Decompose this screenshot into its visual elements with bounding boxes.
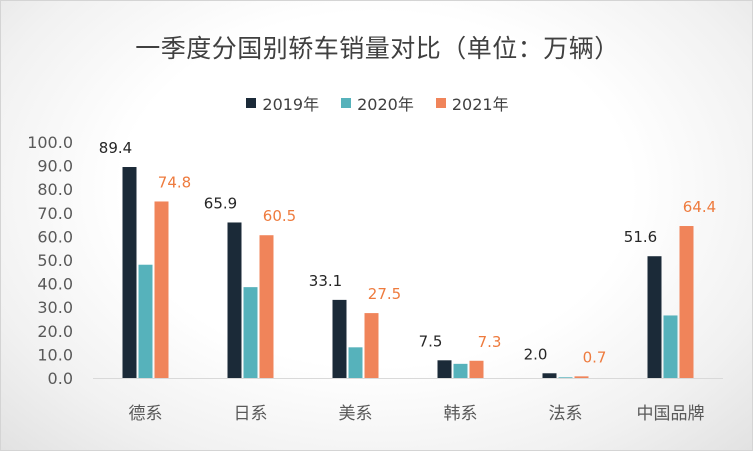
bar-2021年-德系 [154,201,169,378]
data-label: 7.5 [419,332,443,350]
legend-label-2019: 2019年 [262,95,320,114]
bar-2020年-美系 [348,347,363,378]
bar-2021年-日系 [259,235,274,378]
bar-2019年-德系 [122,167,137,378]
bar-2020年-法系 [558,377,573,378]
bar-2021年-美系 [364,313,379,378]
x-tick-label: 法系 [549,404,583,424]
x-tick-label: 德系 [129,404,163,424]
x-tick-label: 中国品牌 [637,404,705,424]
data-label: 65.9 [204,194,237,212]
bar-2020年-中国品牌 [663,315,678,378]
bar-2019年-法系 [542,373,557,378]
data-label: 7.3 [478,333,502,351]
y-tick-label: 100.0 [27,133,73,152]
legend-swatch-2020 [341,98,352,108]
bar-2020年-韩系 [453,363,468,378]
y-tick-label: 40.0 [37,275,73,294]
data-label: 27.5 [368,285,401,303]
y-tick-label: 10.0 [37,345,73,364]
data-label: 2.0 [524,345,548,363]
legend-item-2019: 2019年 [246,91,319,115]
data-label: 60.5 [263,207,296,225]
legend-label-2021: 2021年 [451,95,509,114]
y-tick-label: 80.0 [37,180,73,199]
x-tick-label: 韩系 [444,404,478,424]
data-label: 74.8 [158,173,191,191]
chart-title: 一季度分国别轿车销量对比（单位：万辆） [135,34,620,63]
y-tick-label: 90.0 [37,157,73,176]
legend-swatch-2019 [246,98,257,108]
y-tick-label: 30.0 [37,298,73,317]
chart-legend: 2019年 2020年 2021年 [1,91,753,115]
legend-swatch-2021 [435,98,446,108]
bar-2020年-日系 [243,287,258,378]
y-tick-label: 0.0 [48,369,73,388]
data-label: 64.4 [683,198,716,216]
data-label: 33.1 [309,272,342,290]
data-label: 0.7 [583,348,607,366]
data-label: 89.4 [99,139,132,157]
y-tick-label: 20.0 [37,322,73,341]
x-tick-label: 美系 [339,404,373,424]
bar-2019年-中国品牌 [647,256,662,378]
legend-item-2020: 2020年 [341,91,414,115]
y-tick-label: 60.0 [37,227,73,246]
x-tick-label: 日系 [234,404,268,424]
legend-label-2020: 2020年 [357,95,414,114]
bar-2021年-韩系 [469,360,484,378]
legend-item-2021: 2021年 [435,91,509,115]
bar-2020年-德系 [138,264,153,378]
bar-2021年-法系 [574,376,589,378]
y-tick-label: 70.0 [37,204,73,223]
y-tick-label: 50.0 [37,251,73,270]
data-label: 51.6 [624,228,657,246]
bar-2019年-韩系 [437,360,452,378]
bar-2021年-中国品牌 [679,226,694,378]
bar-2019年-美系 [332,299,347,378]
bar-2019年-日系 [227,222,242,378]
